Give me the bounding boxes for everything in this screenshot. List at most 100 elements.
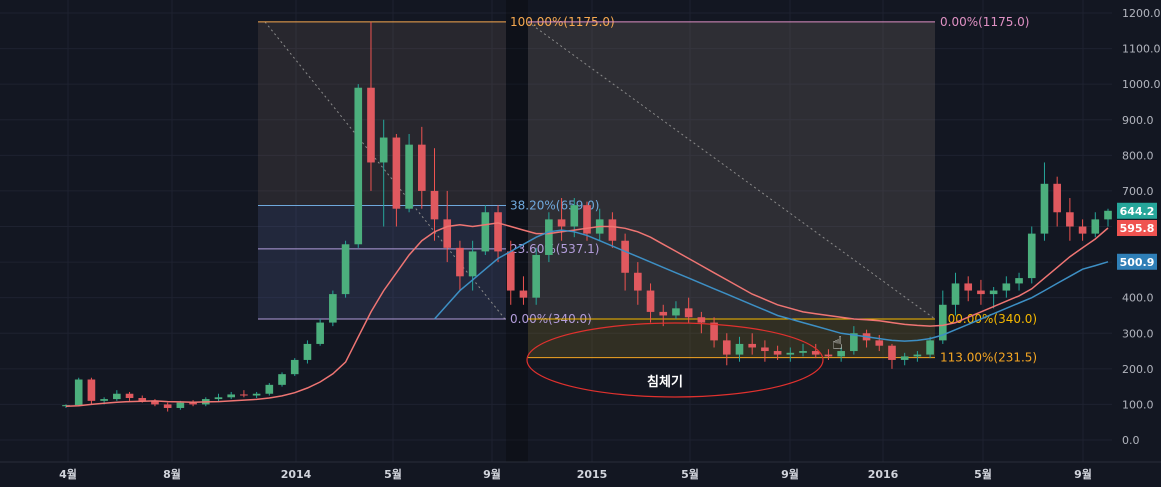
candle-body (430, 190, 439, 220)
candle-body (392, 137, 401, 209)
fib-zone-top (258, 21, 506, 206)
candle-body (900, 356, 909, 360)
candle-body (354, 87, 363, 245)
x-axis-tick-label: 9월 (1074, 467, 1092, 481)
candle-body (494, 212, 502, 252)
price-badge (1117, 202, 1157, 219)
x-axis-tick-label: 2015 (577, 468, 608, 481)
candle-body (545, 219, 553, 255)
candle-body (456, 247, 464, 277)
hand-cursor-icon: ☝ (832, 333, 843, 354)
candle-body (265, 384, 274, 394)
candle-body (1027, 233, 1036, 279)
y-axis-tick-label: 200.0 (1122, 363, 1154, 376)
x-axis-tick-label: 5월 (974, 467, 992, 481)
candle-body (278, 374, 286, 385)
moving-average-short-line (65, 222, 1109, 407)
x-axis-tick-label: 5월 (681, 467, 699, 481)
candle-body (1104, 210, 1112, 220)
y-axis-tick-label: 800.0 (1122, 149, 1154, 162)
candle-body (570, 205, 579, 227)
candle-body (621, 240, 629, 273)
candle-body (100, 399, 108, 401)
x-axis-tick-label: 8월 (163, 467, 181, 481)
price-badge-label: 644.2 (1120, 205, 1155, 218)
recession-ellipse (526, 322, 824, 398)
candle-body (888, 345, 896, 360)
candle-body (735, 343, 744, 355)
candle-body (506, 251, 515, 291)
candle-body (189, 402, 197, 405)
candle-body (710, 322, 718, 341)
candle-body (468, 251, 477, 277)
candle-body (163, 404, 172, 408)
candle-body (1040, 183, 1049, 234)
candle-body (405, 144, 413, 209)
fib-ext-label: 0.00%(1175.0) (940, 15, 1029, 29)
candle-body (532, 254, 540, 298)
candle-body (74, 379, 83, 406)
price-badge (1117, 219, 1157, 236)
candle-body (583, 205, 591, 234)
candle-body (240, 394, 248, 396)
candle-body (672, 308, 680, 316)
x-axis-tick-label: 2016 (868, 468, 899, 481)
candle-body (951, 283, 960, 305)
price-badge-label: 500.9 (1120, 256, 1155, 269)
candle-body (1078, 226, 1087, 234)
candle-body (481, 212, 490, 252)
candle-body (837, 351, 845, 357)
candle-body (1091, 219, 1100, 234)
x-axis-tick-label: 4월 (59, 467, 77, 481)
fib-zone-bottom (258, 205, 506, 320)
x-axis-tick-label: 9월 (483, 467, 501, 481)
price-badge-label: 595.8 (1120, 222, 1155, 235)
candle-body (722, 340, 731, 355)
candle-body (303, 343, 312, 360)
candle-body (646, 290, 655, 312)
candle-body (913, 354, 922, 357)
x-axis-tick-label: 9월 (781, 467, 799, 481)
candle-body (786, 352, 795, 355)
candle-body (519, 290, 528, 298)
candle-body (748, 343, 757, 348)
y-axis-tick-label: 900.0 (1122, 114, 1154, 127)
candle-body (875, 340, 884, 346)
candle-body (1053, 183, 1061, 213)
fib-ext-label: 113.00%(231.5) (940, 351, 1037, 365)
candle-body (417, 144, 426, 191)
candle-body (138, 398, 147, 401)
candle-body (799, 351, 807, 353)
candle-body (684, 308, 693, 318)
y-axis-tick-label: 400.0 (1122, 292, 1154, 305)
y-axis-tick-label: 700.0 (1122, 185, 1154, 198)
trend-line-right (527, 21, 936, 320)
candle-body (964, 283, 973, 291)
candle-body (316, 322, 324, 344)
candle-body (87, 379, 96, 401)
y-axis-tick-label: 300.0 (1122, 327, 1154, 340)
trend-line-left (264, 21, 506, 320)
candle-body (1015, 278, 1023, 284)
candle-body (329, 294, 337, 323)
candle-body (379, 137, 388, 163)
y-axis-tick-label: 0.0 (1122, 434, 1140, 447)
candle-body (214, 397, 223, 400)
candle-body (773, 351, 782, 355)
y-axis-tick-label: 1000.0 (1122, 78, 1161, 91)
candle-body (608, 219, 617, 241)
candle-body (125, 393, 134, 399)
candle-body (811, 351, 820, 355)
y-axis-tick-label: 1200.0 (1122, 7, 1161, 20)
candle-body (227, 394, 236, 398)
candle-body (443, 219, 452, 248)
candle-body (1002, 283, 1011, 291)
candle-body (113, 393, 121, 400)
y-axis-tick-label: 1100.0 (1122, 43, 1161, 56)
price-badge (1117, 253, 1157, 270)
x-axis-tick-label: 5월 (384, 467, 402, 481)
candle-body (761, 347, 769, 352)
candle-body (697, 317, 706, 323)
